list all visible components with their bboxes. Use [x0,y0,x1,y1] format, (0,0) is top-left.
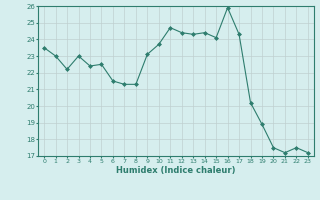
X-axis label: Humidex (Indice chaleur): Humidex (Indice chaleur) [116,166,236,175]
